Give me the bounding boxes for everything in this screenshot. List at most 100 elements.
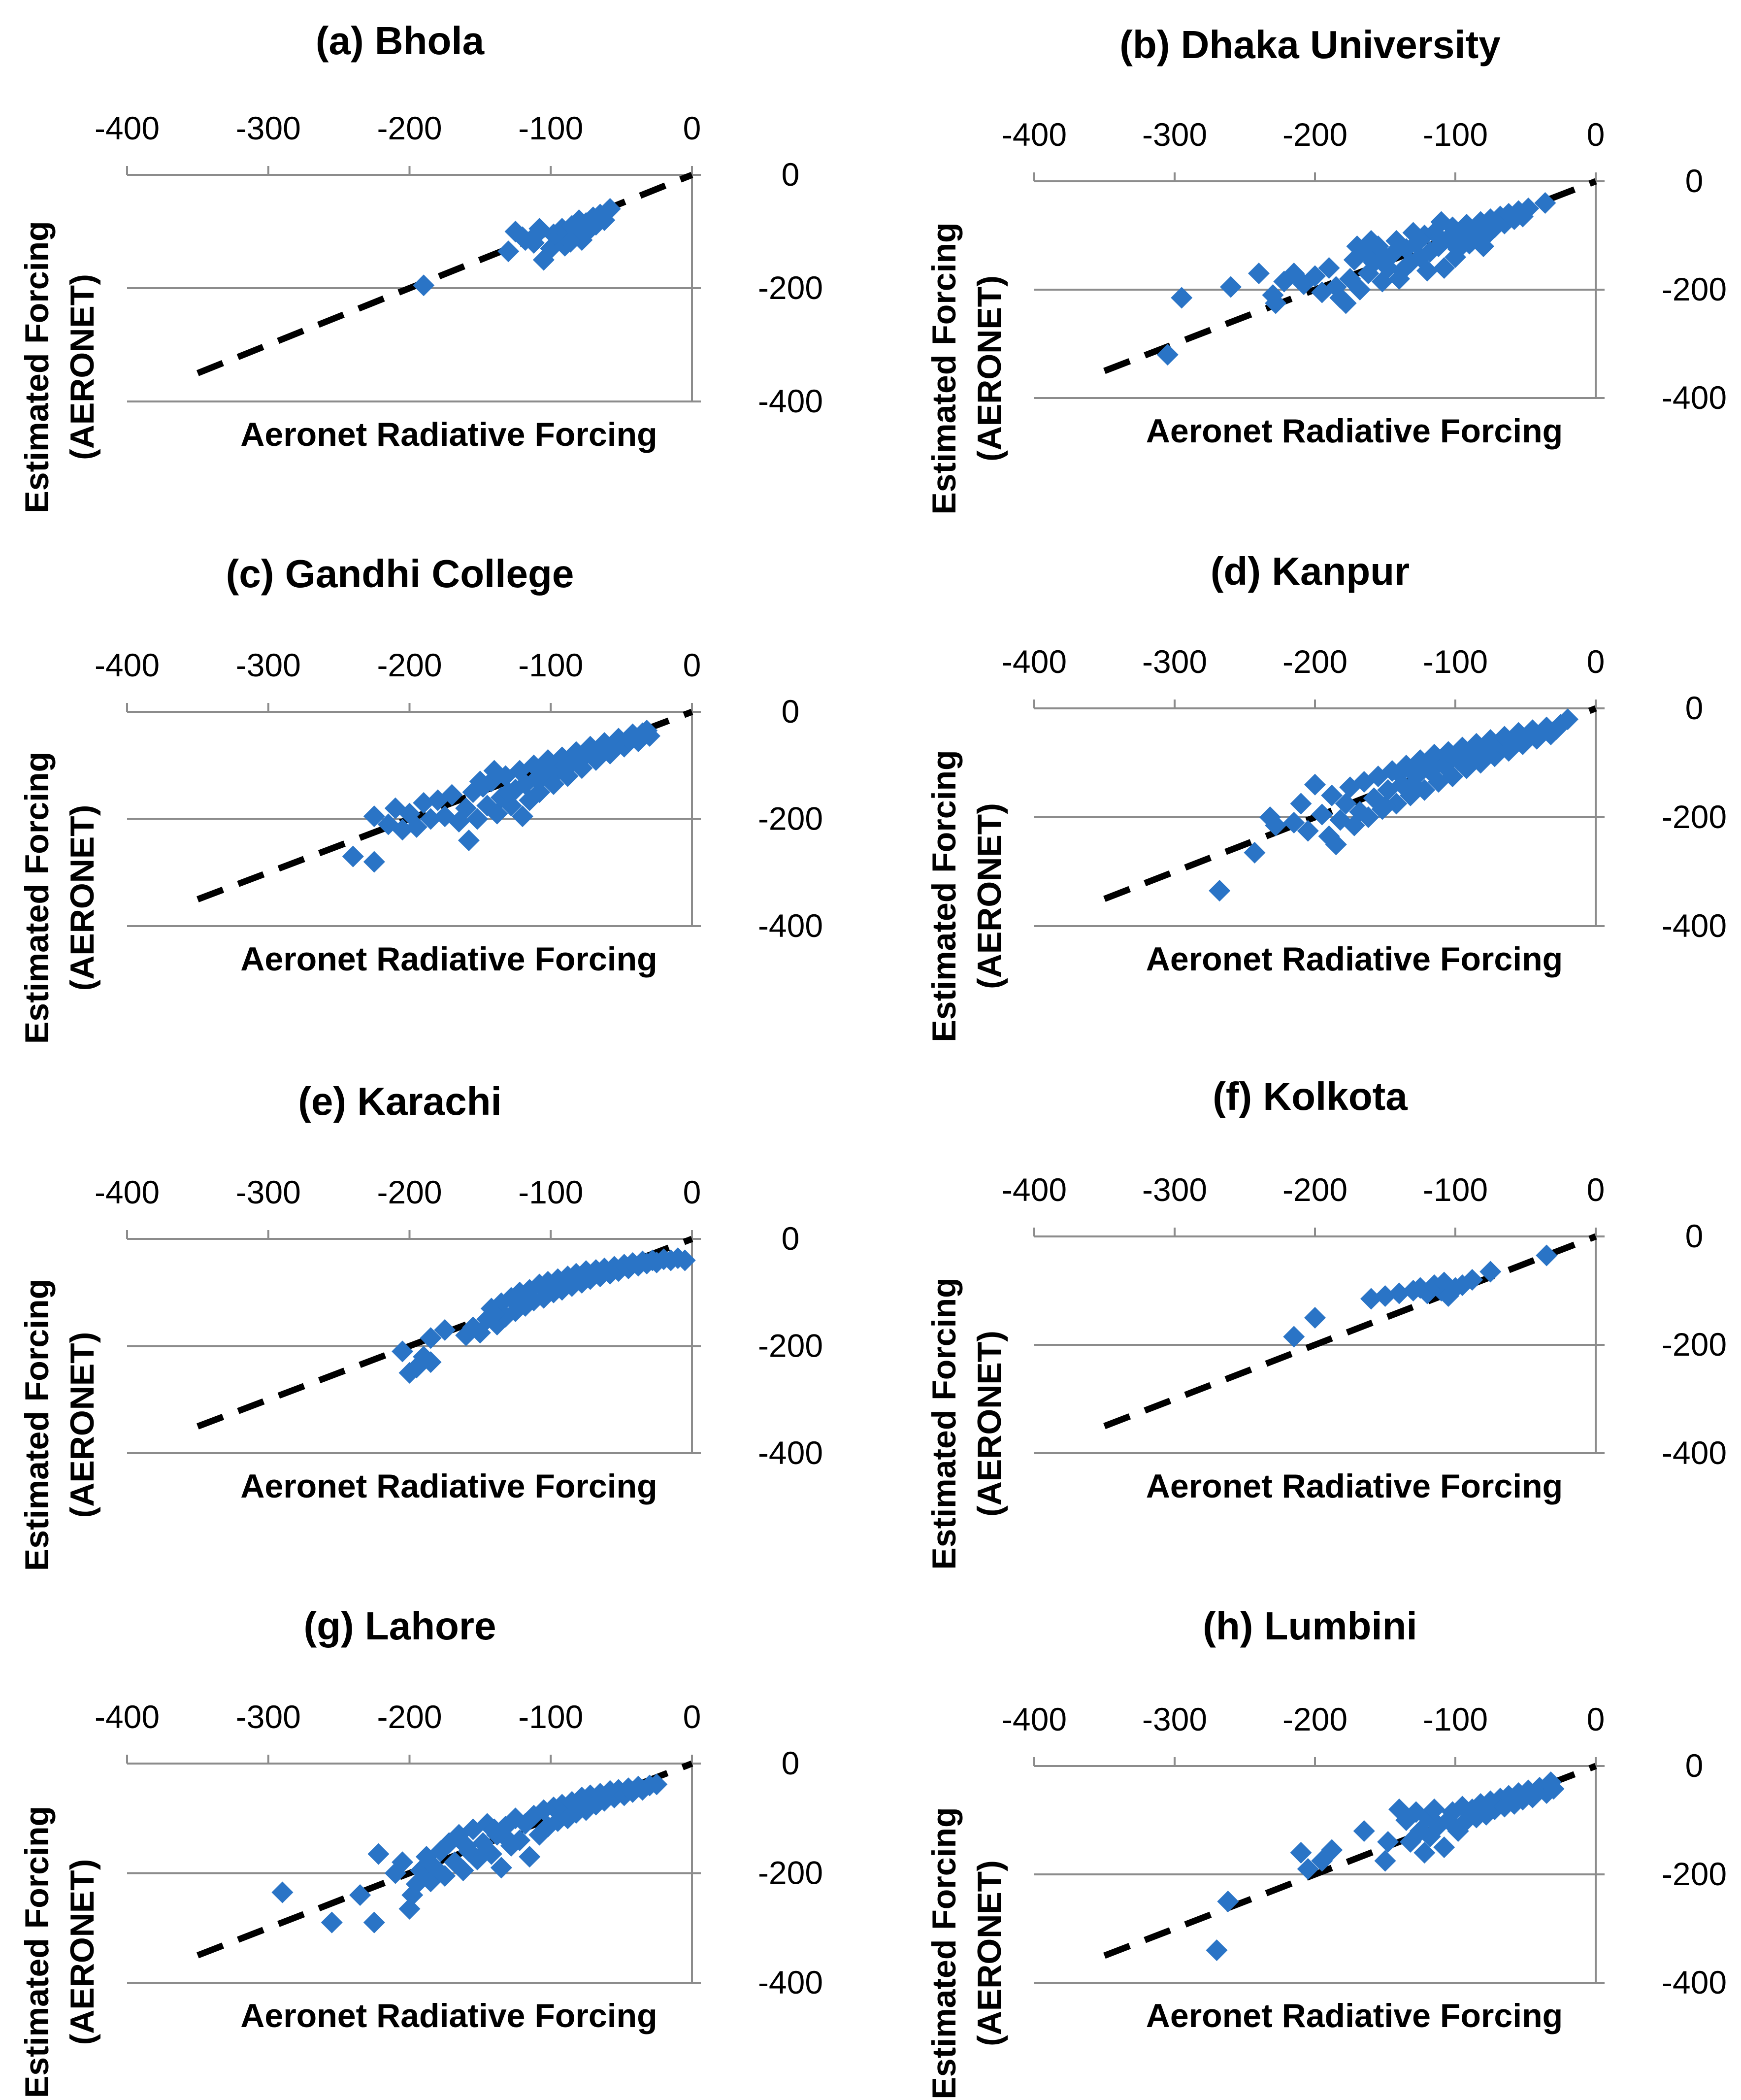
data-point (1388, 268, 1410, 290)
x-tick-label: 0 (683, 1699, 701, 1735)
y-axis-label: (AERONET) (971, 1331, 1008, 1517)
x-tick-label: -100 (1423, 1701, 1488, 1737)
data-point (420, 1351, 442, 1373)
data-point (1416, 752, 1438, 774)
data-point (1335, 793, 1357, 815)
data-point (1517, 198, 1540, 219)
x-tick-label: -100 (1423, 643, 1488, 680)
data-point (363, 851, 385, 873)
x-tick-label: -300 (1142, 116, 1207, 153)
data-point (1321, 1839, 1343, 1861)
y-tick-label: 0 (782, 1220, 800, 1257)
data-point (1318, 257, 1340, 279)
data-point (1360, 1288, 1382, 1310)
y-tick-label: 0 (782, 1745, 800, 1781)
data-point (455, 1834, 477, 1857)
chart-title: (d) Kanpur (1211, 549, 1410, 593)
x-tick-label: -400 (95, 1699, 160, 1735)
chart-title: (g) Lahore (303, 1604, 496, 1648)
data-point (540, 754, 562, 776)
data-point (638, 725, 660, 747)
y-tick-label: 0 (1685, 163, 1704, 199)
chart-title: (c) Gandhi College (226, 552, 574, 596)
data-point (1304, 1307, 1326, 1329)
data-point (1297, 820, 1319, 842)
data-point (1283, 1326, 1305, 1348)
data-point (1479, 1261, 1502, 1283)
data-point (1473, 235, 1494, 257)
data-point (497, 1829, 520, 1851)
y-tick-label: -400 (1662, 379, 1727, 416)
data-point (1543, 1778, 1565, 1800)
data-point (1244, 841, 1266, 864)
data-point (559, 231, 582, 253)
x-axis-label: Aeronet Radiative Forcing (240, 416, 657, 453)
y-axis-label: Estimated Forcing (18, 1806, 56, 2098)
data-point (420, 808, 442, 830)
data-point (540, 1279, 562, 1301)
data-point (1388, 1282, 1410, 1304)
data-point (511, 226, 533, 248)
data-point (1206, 1939, 1228, 1961)
data-point (526, 767, 548, 790)
x-axis-label: Aeronet Radiative Forcing (240, 1467, 657, 1505)
y-axis-label: (AERONET) (64, 805, 101, 991)
y-axis-label: Estimated Forcing (18, 221, 56, 513)
y-tick-label: -400 (758, 1964, 823, 2000)
y-tick-label: -400 (1662, 1434, 1727, 1471)
x-tick-label: -200 (1282, 1701, 1347, 1737)
data-point (1335, 292, 1357, 314)
data-point (1374, 1850, 1396, 1872)
y-tick-label: 0 (1685, 690, 1704, 726)
data-point (452, 1859, 474, 1881)
x-axis-label: Aeronet Radiative Forcing (1146, 1997, 1563, 2034)
data-point (420, 1327, 442, 1349)
data-point (674, 1249, 696, 1271)
data-point (1360, 230, 1382, 252)
data-point (392, 819, 414, 841)
x-tick-label: -400 (1002, 116, 1067, 153)
y-axis-label: (AERONET) (64, 274, 101, 460)
data-point (1304, 265, 1326, 287)
data-point (1442, 766, 1464, 788)
y-tick-label: 0 (782, 156, 800, 193)
x-tick-label: 0 (1587, 1701, 1605, 1737)
x-tick-label: -400 (95, 110, 160, 146)
y-axis-label: (AERONET) (971, 275, 1008, 462)
x-tick-label: -300 (236, 1699, 301, 1735)
x-tick-label: -100 (1423, 116, 1488, 153)
data-point (596, 737, 618, 759)
data-point (1433, 1836, 1455, 1858)
x-tick-label: -300 (1142, 1171, 1207, 1208)
data-point (483, 760, 505, 782)
x-tick-label: -100 (518, 647, 583, 683)
y-axis-label: Estimated Forcing (18, 752, 56, 1044)
data-point (1557, 708, 1578, 731)
x-tick-label: 0 (1587, 116, 1605, 153)
data-point (1248, 263, 1270, 284)
data-point (392, 1340, 414, 1363)
data-point (1402, 773, 1424, 796)
data-point (511, 805, 533, 828)
data-point (1423, 1799, 1445, 1820)
x-axis-label: Aeronet Radiative Forcing (1146, 412, 1563, 450)
chart-title: (e) Karachi (298, 1079, 501, 1123)
y-tick-label: -200 (758, 1328, 823, 1364)
x-tick-label: 0 (683, 647, 701, 683)
chart-panel-1: (a) Bhola -400 -300 -200 -100 0 0 -200 -400 Aeron… (18, 19, 823, 513)
y-tick-label: 0 (1685, 1218, 1704, 1254)
data-point (271, 1881, 294, 1903)
data-point (1388, 763, 1410, 785)
x-tick-label: -200 (377, 110, 442, 146)
data-point (455, 797, 477, 819)
data-point (469, 770, 491, 793)
y-tick-label: 0 (782, 693, 800, 730)
data-point (1349, 279, 1371, 300)
data-point (497, 781, 520, 803)
data-point (1402, 222, 1424, 244)
data-point (1290, 793, 1312, 815)
y-tick-label: -200 (758, 1855, 823, 1891)
data-point (1209, 880, 1231, 902)
data-point (434, 1865, 456, 1887)
data-point (458, 830, 480, 851)
